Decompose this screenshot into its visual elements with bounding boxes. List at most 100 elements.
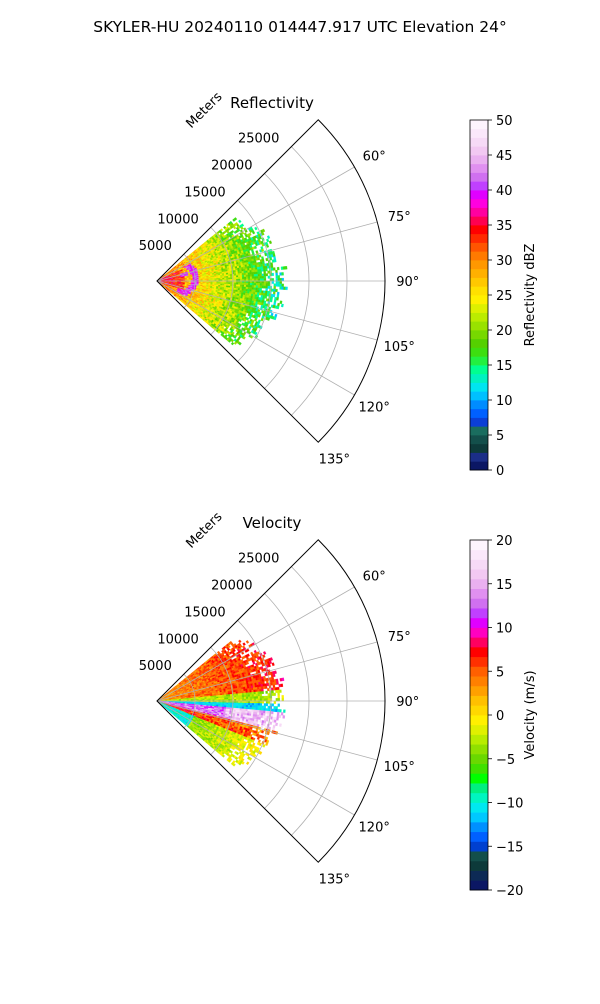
radar-bin [276,682,278,685]
panel-title: Velocity [243,514,302,532]
radar-bin [271,265,273,268]
colorbar-swatch [470,453,488,462]
radar-bin [258,276,260,278]
colorbar-swatch [470,138,488,147]
radar-bin [258,288,260,290]
radar-bin [244,271,246,273]
radar-bin [230,284,232,286]
radar-bin [280,301,282,304]
radar-bin [254,694,256,696]
radar-bin [276,679,278,682]
colorbar-swatch [470,278,488,287]
radar-bin [257,257,259,260]
radar-bin [252,283,254,285]
radar-bin [243,643,246,646]
radar-bin [236,694,238,696]
radar-bin [244,285,246,287]
radar-bin [258,283,260,285]
radar-bin [276,284,278,287]
radar-bin [252,661,255,664]
radar-bin [228,276,230,278]
radar-bin [280,278,282,281]
radar-bin [278,693,280,696]
radar-bin [277,295,279,298]
colorbar-swatch [470,330,488,339]
radar-bin [250,275,252,277]
radar-bin [252,274,254,276]
radar-bin [238,697,240,699]
colorbar-swatch [470,146,488,155]
colorbar-swatch [470,164,488,173]
colorbar-tick-label: 45 [496,149,513,164]
radar-bin [228,698,230,700]
radar-bin [238,285,240,287]
radar-bin [238,272,240,274]
radar-bin [244,695,246,697]
radar-bin [266,273,268,276]
colorbar-swatch [470,243,488,252]
radar-bin [260,271,262,274]
radar-bin [256,692,258,694]
radar-field [159,640,286,767]
colorbar-swatch [470,199,488,208]
radar-bin [218,698,220,699]
radar-bin [277,292,279,295]
colorbar-swatch [470,435,488,444]
radar-bin [250,287,252,289]
radar-bin [244,693,246,695]
radar-bin [248,697,250,699]
radar-bin [240,287,242,289]
radar-bin [236,697,238,699]
radar-bin [266,691,268,694]
radar-bin [234,697,236,699]
radar-bin [242,283,244,285]
radar-bin [268,284,270,287]
figure-title: SKYLER-HU 20240110 014447.917 UTC Elevat… [93,18,507,36]
radar-bin [267,236,270,239]
range-tick-label: 15000 [184,185,225,200]
radar-bin [238,277,240,279]
radar-bin [258,286,260,288]
radar-bin [234,696,236,698]
radar-bin [271,677,273,680]
radar-bin [246,277,248,279]
radar-bin [230,694,232,696]
radar-bin [262,696,264,698]
radar-bin [242,271,244,273]
velocity-panel: Velocity500010000150002000025000Meters60… [139,509,538,899]
colorbar-swatch [470,173,488,182]
radar-bin [238,695,240,697]
radar-bin [213,698,215,699]
radar-bin [238,287,240,289]
radar-bin [276,273,278,276]
radar-bin [240,275,242,277]
colorbar-swatch [470,181,488,190]
radar-bin [224,698,226,700]
radar-bin [230,278,232,280]
radar-bin [217,278,219,279]
radar-bin [248,275,250,277]
radar-bin [236,695,238,697]
radar-bin [276,297,278,300]
radar-bin [271,690,273,693]
radar-bin [256,274,258,276]
colorbar-swatch [470,295,488,304]
radar-bin [262,261,264,264]
radar-bin [256,696,258,698]
radar-bin [264,271,266,274]
colorbar-tick-label: 25 [496,289,513,304]
radar-bin [220,278,222,280]
radar-bin [252,272,254,274]
radar-bin [278,275,280,278]
radar-bin [222,282,224,284]
radar-bin [275,270,277,273]
radar-bin [262,655,265,658]
radar-bin [260,274,262,276]
radar-bin [272,273,274,276]
radar-bin [282,284,284,287]
azimuth-tick-label: 120° [359,400,390,415]
radar-bin [246,275,248,277]
radar-bin [228,694,230,696]
colorbar-tick-label: 30 [496,254,513,269]
radar-bin [238,273,240,275]
